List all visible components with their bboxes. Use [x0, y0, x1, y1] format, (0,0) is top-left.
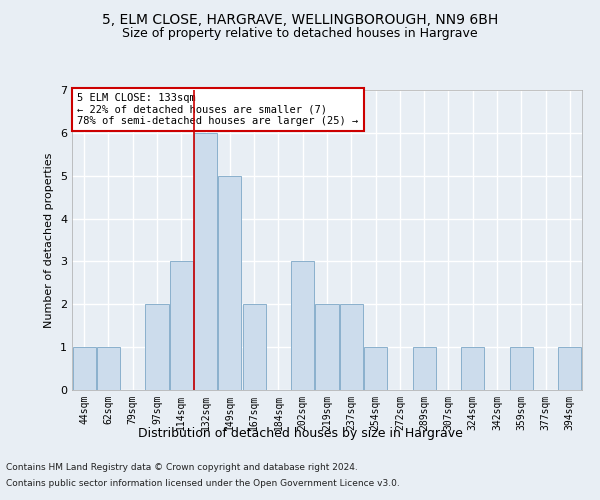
Bar — [316, 304, 338, 390]
Bar — [73, 347, 95, 390]
Bar — [170, 262, 193, 390]
Text: 5 ELM CLOSE: 133sqm
← 22% of detached houses are smaller (7)
78% of semi-detache: 5 ELM CLOSE: 133sqm ← 22% of detached ho… — [77, 93, 358, 126]
Bar — [145, 304, 169, 390]
Bar — [461, 347, 484, 390]
Bar — [242, 304, 266, 390]
Text: Contains public sector information licensed under the Open Government Licence v3: Contains public sector information licen… — [6, 478, 400, 488]
Bar — [291, 262, 314, 390]
Bar — [559, 347, 581, 390]
Bar — [364, 347, 387, 390]
Bar — [413, 347, 436, 390]
Bar — [218, 176, 241, 390]
Bar — [97, 347, 120, 390]
Text: 5, ELM CLOSE, HARGRAVE, WELLINGBOROUGH, NN9 6BH: 5, ELM CLOSE, HARGRAVE, WELLINGBOROUGH, … — [102, 12, 498, 26]
Y-axis label: Number of detached properties: Number of detached properties — [44, 152, 55, 328]
Text: Size of property relative to detached houses in Hargrave: Size of property relative to detached ho… — [122, 28, 478, 40]
Bar — [340, 304, 363, 390]
Bar — [194, 133, 217, 390]
Text: Distribution of detached houses by size in Hargrave: Distribution of detached houses by size … — [137, 428, 463, 440]
Bar — [510, 347, 533, 390]
Text: Contains HM Land Registry data © Crown copyright and database right 2024.: Contains HM Land Registry data © Crown c… — [6, 464, 358, 472]
